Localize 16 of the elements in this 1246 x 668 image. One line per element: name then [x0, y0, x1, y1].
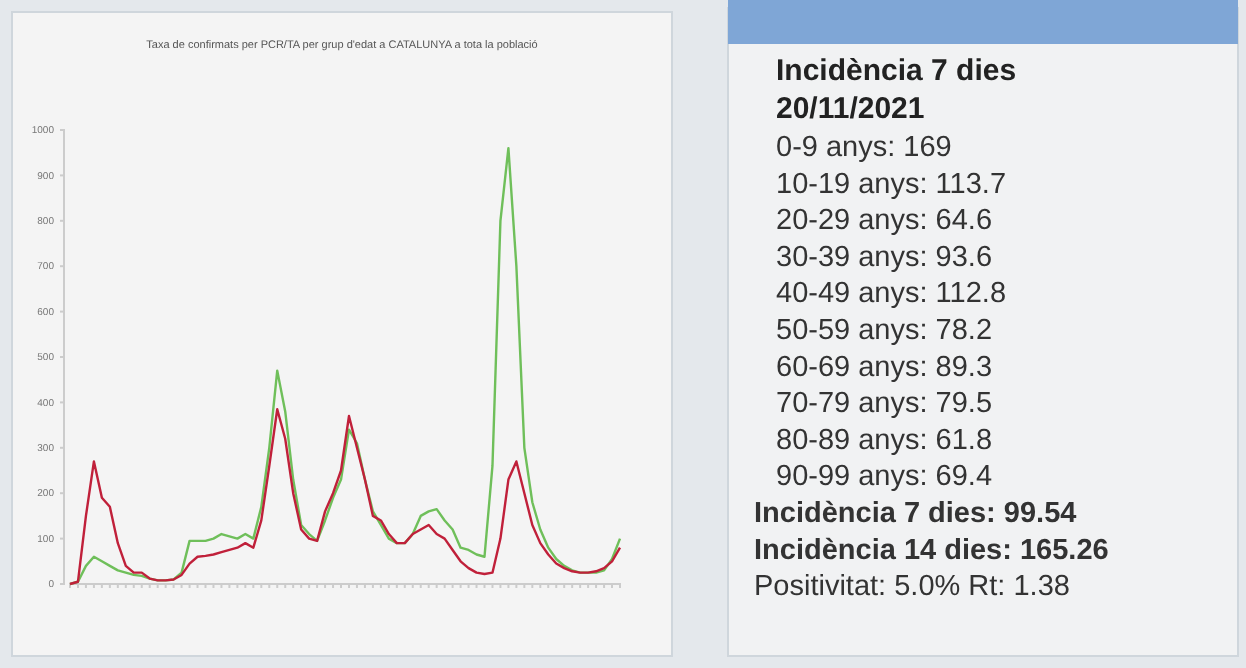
text: 50-59 anys: 78.2 [776, 315, 993, 347]
text: 30-39 anys: 93.6 [776, 241, 993, 274]
text: Incidència 7 dies: 99.54 [754, 498, 1077, 530]
text: 0-9 anys: 169 [776, 132, 952, 164]
line-series [68, 408, 622, 586]
text: 40-49 anys: 112.8 [776, 278, 1007, 311]
text: 20/11/2021 [776, 92, 925, 126]
text: Incidència 14 dies: 165.26 [754, 534, 1109, 567]
text: 10-19 anys: 113.7 [776, 168, 1007, 201]
text: 20-29 anys: 64.6 [776, 205, 993, 238]
text: Positivitat: 5.0% Rt: 1.38 [754, 571, 1070, 604]
text: 90-99 anys: 69.4 [776, 461, 993, 494]
text: 80-89 anys: 61.8 [776, 424, 993, 457]
text: 70-79 anys: 79.5 [776, 388, 993, 421]
text: 60-69 anys: 89.3 [776, 351, 993, 384]
text: Incidència 7 dies [776, 54, 1017, 88]
